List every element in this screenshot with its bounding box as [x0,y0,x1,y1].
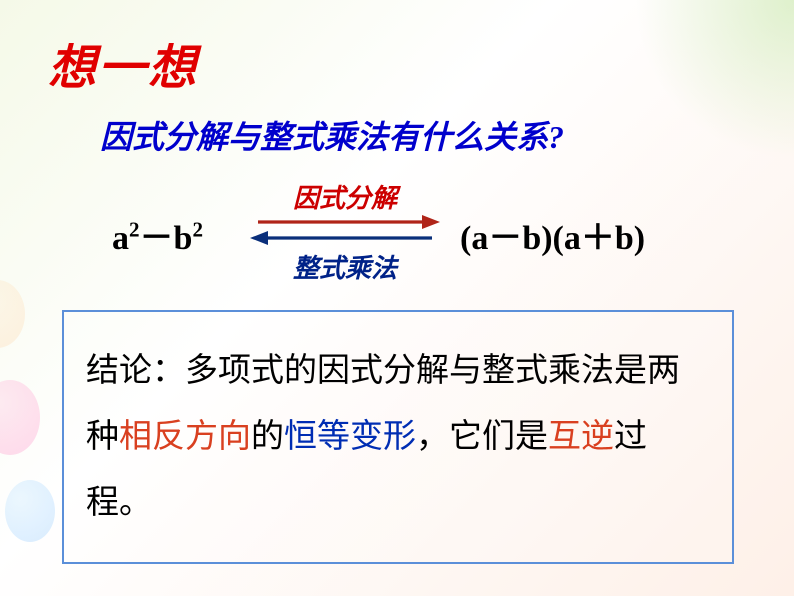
arrows-group: 因式分解 整式乘法 [240,176,450,286]
arrow-top-label: 因式分解 [240,178,450,215]
conclusion-box: 结论：多项式的因式分解与整式乘法是两种相反方向的恒等变形，它们是互逆过程。 [62,310,734,564]
bg-balloon [0,380,40,455]
lhs-minus: － [140,220,174,257]
equation-rhs: (a－b)(a＋b) [460,210,645,259]
conclusion-part: ，它们是 [416,419,548,455]
lhs-exp2: 2 [192,218,203,242]
double-arrow-icon [250,212,440,248]
bg-balloon [5,480,55,542]
conclusion-part: 的 [251,419,284,455]
arrow-bottom-label: 整式乘法 [240,248,450,285]
conclusion-highlight-red: 互逆 [548,419,614,455]
equation-row: a2－b2 因式分解 整式乘法 (a－b)(a＋b) [0,176,794,286]
lhs-a: a [112,220,129,257]
bg-corner-decoration [634,0,794,160]
equation-lhs: a2－b2 [112,210,203,259]
bg-balloon [0,280,25,348]
question-text: 因式分解与整式乘法有什么关系? [100,112,564,158]
lhs-exp1: 2 [129,218,140,242]
lhs-b: b [174,220,193,257]
conclusion-highlight-red: 相反方向 [119,419,251,455]
conclusion-text: 结论：多项式的因式分解与整式乘法是两种相反方向的恒等变形，它们是互逆过程。 [86,338,710,536]
conclusion-highlight-blue: 恒等变形 [284,419,416,455]
page-title: 想一想 [48,28,198,98]
